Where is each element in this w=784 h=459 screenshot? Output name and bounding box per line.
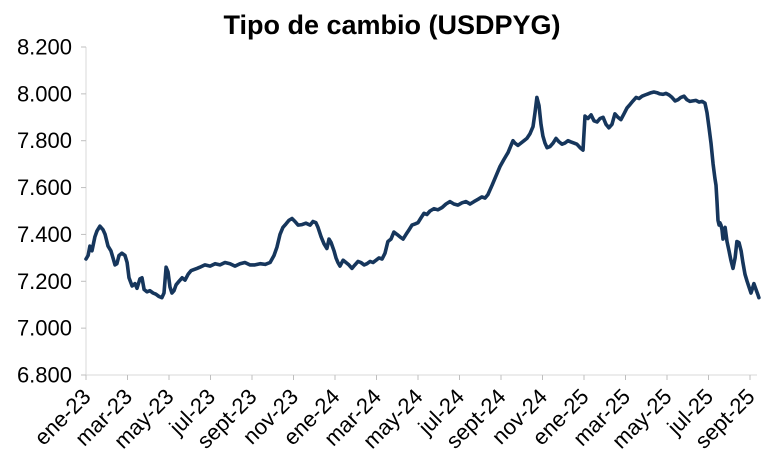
y-tick-label: 7.200 [17, 269, 72, 294]
price-line [84, 90, 761, 300]
y-tick-label: 8.000 [17, 81, 72, 106]
y-tick-label: 8.200 [17, 35, 72, 60]
chart-title: Tipo de cambio (USDPYG) [223, 10, 561, 40]
y-tick-label: 7.400 [17, 222, 72, 247]
y-tick-label: 7.000 [17, 316, 72, 341]
y-tick-label: 6.800 [17, 363, 72, 388]
y-tick-label: 7.600 [17, 175, 72, 200]
y-tick-label: 7.800 [17, 128, 72, 153]
